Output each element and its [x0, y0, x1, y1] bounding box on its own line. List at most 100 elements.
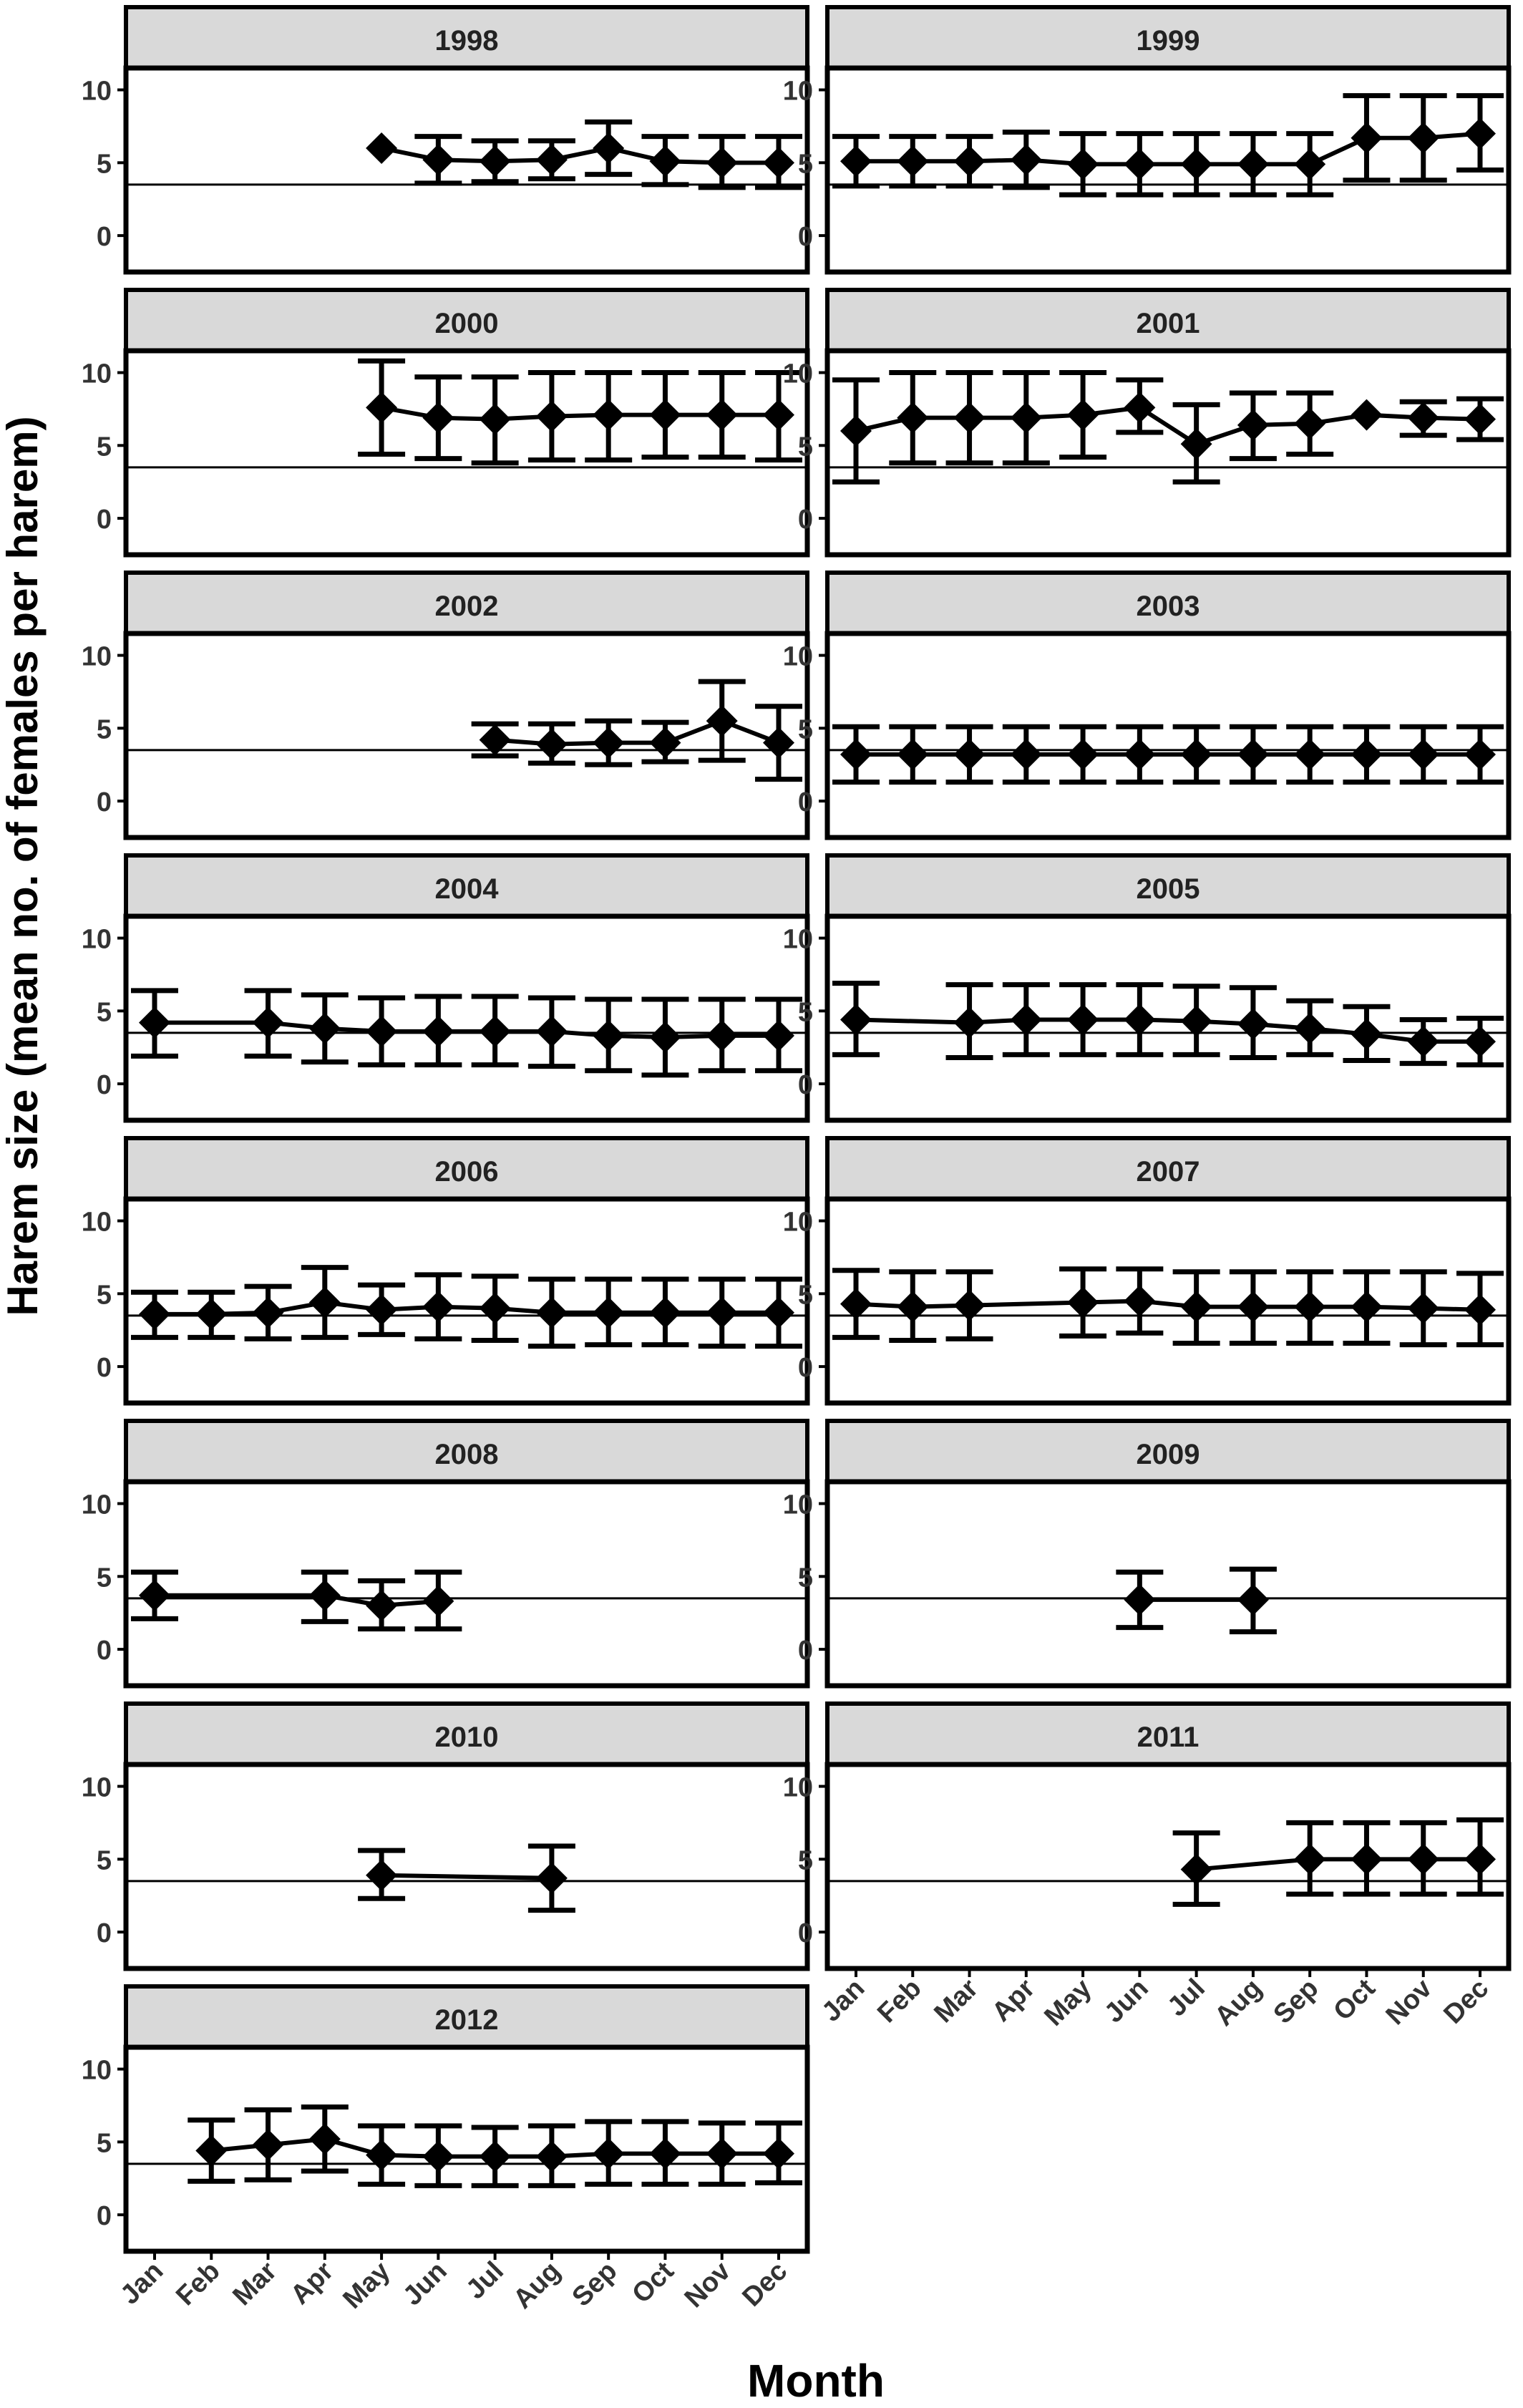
y-tick-label: 10: [783, 77, 813, 107]
data-point: [479, 1292, 511, 1324]
y-tick-label: 5: [97, 1563, 112, 1593]
y-tick-label: 5: [97, 1845, 112, 1875]
facet-strip: [825, 571, 1511, 636]
data-point: [422, 144, 454, 176]
data-point: [308, 2123, 341, 2155]
data-point: [308, 1579, 341, 1611]
data-point: [649, 2137, 681, 2170]
facet-strip: [124, 1701, 809, 1767]
y-tick-label: 10: [82, 2056, 112, 2086]
y-tick-label: 10: [82, 359, 112, 389]
data-point: [308, 1012, 341, 1044]
data-point: [706, 705, 738, 737]
y-tick-label: 0: [798, 222, 813, 252]
data-point: [840, 145, 872, 178]
data-point: [706, 1019, 738, 1052]
y-tick-label: 0: [97, 1918, 112, 1948]
data-point: [593, 132, 625, 164]
facet-strip-label: 2004: [435, 873, 500, 905]
facet-strip-label: 1999: [1137, 25, 1200, 57]
data-point: [1067, 399, 1099, 431]
data-point: [1067, 1004, 1099, 1036]
facet-strip: [825, 1136, 1511, 1201]
data-point: [1351, 1291, 1383, 1323]
data-point: [1124, 738, 1156, 770]
panel-frame: [824, 913, 1512, 1123]
facet-strip-label: 2000: [435, 308, 499, 339]
y-tick-label: 10: [783, 359, 813, 389]
panel-frame: [824, 65, 1512, 275]
y-tick-label: 5: [97, 149, 112, 179]
y-tick-label: 0: [97, 505, 112, 535]
data-point: [593, 399, 625, 431]
facet-strip: [124, 1984, 809, 2049]
facet-panel: 2004 0 5 10: [82, 853, 810, 1123]
facet-panel: 1998 0 5 10: [82, 5, 810, 275]
data-point: [366, 1590, 398, 1622]
y-tick-label: 10: [82, 925, 112, 955]
facet-panel: 2000 0 5 10: [82, 288, 810, 558]
data-point: [1407, 402, 1439, 434]
y-axis-title: Harem size (mean no. of females per hare…: [0, 416, 47, 1316]
data-point: [1010, 144, 1042, 176]
data-point: [840, 414, 872, 447]
data-point: [840, 1288, 872, 1320]
data-point: [479, 145, 511, 178]
data-point: [1237, 738, 1269, 770]
data-point: [593, 2137, 625, 2170]
data-point: [1294, 738, 1326, 770]
data-point: [649, 145, 681, 178]
y-tick-label: 0: [97, 2201, 112, 2231]
y-tick-label: 10: [82, 642, 112, 672]
data-point: [252, 1296, 284, 1329]
y-tick-label: 5: [97, 714, 112, 744]
data-point: [763, 2137, 794, 2170]
panel-frame: [824, 631, 1512, 840]
y-tick-label: 5: [798, 1563, 813, 1593]
data-point: [953, 738, 986, 770]
data-point: [1180, 1291, 1212, 1323]
data-point: [1237, 148, 1269, 180]
y-tick-label: 10: [82, 1208, 112, 1238]
data-point: [422, 1585, 454, 1617]
data-point: [706, 147, 738, 179]
data-point: [366, 1015, 398, 1047]
data-point: [953, 1006, 986, 1039]
data-point: [1464, 1293, 1496, 1326]
data-point: [1010, 1004, 1042, 1036]
data-point: [953, 145, 986, 178]
data-point: [1294, 148, 1326, 180]
facet-strip-label: 2003: [1137, 591, 1200, 622]
data-point: [1124, 148, 1156, 180]
series-line: [155, 1593, 439, 1608]
data-point: [1407, 122, 1439, 154]
data-point: [763, 399, 794, 431]
panel-frame: [824, 348, 1512, 558]
data-point: [706, 1296, 738, 1329]
data-point: [1464, 117, 1496, 150]
data-point: [1351, 399, 1383, 431]
data-point: [1124, 1583, 1156, 1616]
y-tick-label: 0: [798, 1636, 813, 1666]
data-point: [1407, 1026, 1439, 1058]
data-point: [366, 132, 398, 164]
data-point: [1067, 148, 1099, 180]
panel-frame: [123, 348, 810, 558]
data-point: [1407, 1843, 1439, 1875]
facet-panel: 2008 0 5 10: [82, 1419, 810, 1689]
data-point: [763, 1296, 794, 1329]
y-tick-label: 0: [798, 787, 813, 817]
y-tick-label: 0: [97, 1636, 112, 1666]
data-point: [897, 402, 929, 434]
panel-frame: [123, 1762, 810, 1971]
panel-frame: [123, 1479, 810, 1689]
data-point: [535, 1862, 568, 1894]
data-point: [840, 738, 872, 770]
y-tick-label: 5: [798, 997, 813, 1027]
data-point: [479, 1015, 511, 1047]
data-point: [706, 399, 738, 431]
data-point: [1067, 1286, 1099, 1319]
facet-panel: 1999 0 5 10: [783, 5, 1512, 275]
data-point: [139, 1298, 170, 1330]
y-tick-label: 10: [82, 1490, 112, 1520]
